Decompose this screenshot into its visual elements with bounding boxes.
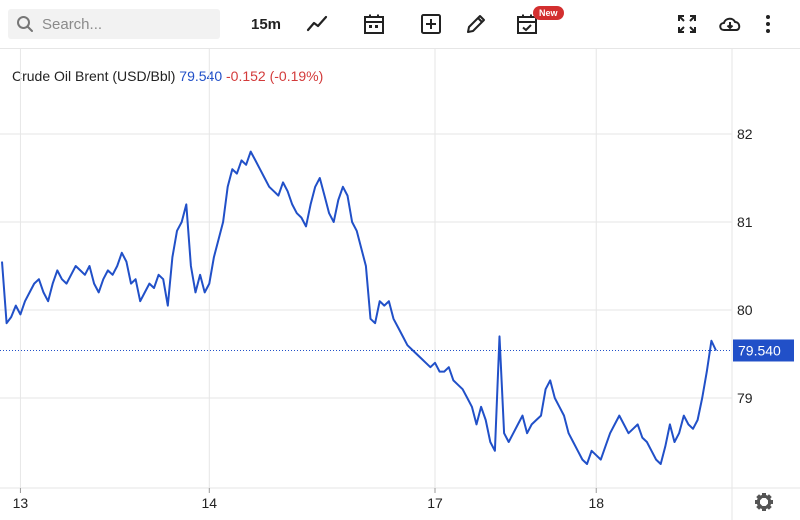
x-tick-label: 14	[202, 495, 218, 511]
legend-change: -0.152 (-0.19%)	[226, 68, 324, 84]
more-button[interactable]	[756, 9, 780, 39]
legend-price: 79.540	[179, 68, 223, 84]
instrument-name: Crude Oil Brent (USD/Bbl)	[12, 68, 176, 84]
settings-gear-icon[interactable]	[755, 493, 773, 511]
draw-button[interactable]	[459, 9, 493, 39]
cloud-download-icon	[719, 17, 741, 31]
interval-label: 15m	[250, 15, 282, 33]
download-button[interactable]	[713, 9, 747, 39]
y-tick-label: 81	[737, 214, 753, 230]
y-tick-label: 79	[737, 390, 753, 406]
price-series-line	[1, 150, 717, 465]
chart-legend: Crude Oil Brent (USD/Bbl) 79.540 -0.152 …	[12, 68, 323, 84]
x-tick-label: 18	[588, 495, 604, 511]
calendar-icon	[364, 14, 384, 34]
chart-type-button[interactable]	[300, 9, 334, 39]
y-tick-label: 82	[737, 126, 753, 142]
add-indicator-button[interactable]	[414, 9, 448, 39]
search-input[interactable]	[40, 14, 214, 34]
current-price-label: 79.540	[738, 342, 781, 358]
x-tick-label: 13	[13, 495, 29, 511]
calendar-check-icon	[517, 14, 537, 34]
pencil-icon	[467, 15, 485, 33]
calendar-button[interactable]	[357, 9, 391, 39]
interval-button[interactable]: 15m	[244, 9, 288, 39]
toolbar: 15m	[0, 0, 800, 49]
search-box[interactable]	[8, 9, 220, 39]
fullscreen-icon	[678, 15, 696, 33]
plus-box-icon	[421, 14, 441, 34]
new-badge: New	[533, 6, 564, 20]
line-chart-icon	[306, 15, 328, 32]
search-icon	[17, 16, 33, 32]
y-tick-label: 80	[737, 302, 753, 318]
more-vertical-icon	[766, 15, 770, 33]
fullscreen-button[interactable]	[670, 9, 704, 39]
current-price-tag	[733, 339, 794, 362]
x-tick-label: 17	[427, 495, 443, 511]
events-button[interactable]	[510, 9, 544, 39]
price-chart[interactable]: 79 80 81 82 13 14 17 18 79.540	[0, 48, 800, 520]
